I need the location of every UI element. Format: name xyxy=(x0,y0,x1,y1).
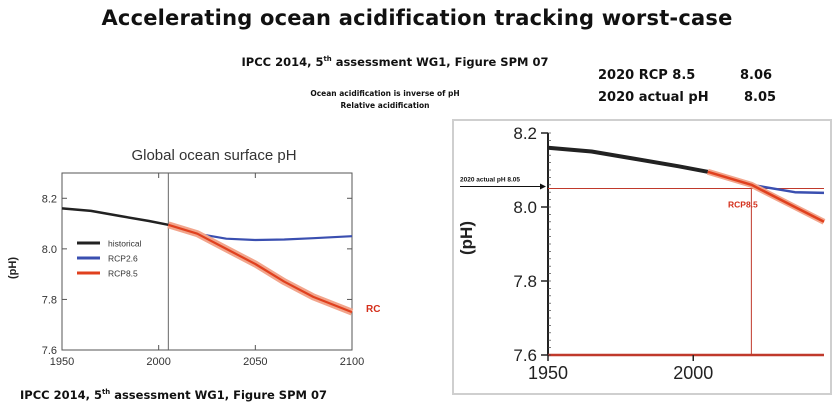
y-tick-label: 7.6 xyxy=(42,345,57,357)
x-tick-label: 2050 xyxy=(243,356,267,368)
right-plot-area: 7.6 7.8 8.0 8.2 1950 2000 2020 actual pH 8.05 R… xyxy=(460,124,826,383)
right-chart: (pH) 7.6 7.8 8.0 8.2 1950 2000 2020 actual pH … xyxy=(452,119,832,395)
series-line xyxy=(167,223,353,314)
summary-label: 2020 RCP 8.5 xyxy=(598,68,696,83)
x-tick-label: 2000 xyxy=(673,363,713,383)
marker-label: 2020 actual pH 8.05 xyxy=(460,177,520,184)
summary-row: 2020 actual pH 8.05 xyxy=(598,90,834,112)
source-caption-bottom: IPCC 2014, 5th assessment WG1, Figure SP… xyxy=(20,388,327,402)
left-chart: Global ocean surface pH (pH) 7.6 7.8 8.0 8.… xyxy=(0,128,380,383)
summary-row: 2020 RCP 8.5 8.06 xyxy=(598,68,834,90)
left-plot-area: 7.6 7.8 8.0 8.2 1950 2000 2050 2100 historical RC… xyxy=(42,172,380,368)
note-line-2: Relative acidification xyxy=(340,101,430,110)
rcp85-annotation: RCP8.5 xyxy=(728,200,758,210)
y-tick-label: 8.0 xyxy=(513,198,537,217)
summary-table: 2020 RCP 8.5 8.06 2020 actual pH 8.05 xyxy=(598,68,834,112)
x-tick-label: 2000 xyxy=(146,356,170,368)
x-tick-label: 1950 xyxy=(50,356,74,368)
y-tick-label: 8.0 xyxy=(42,244,57,256)
source-caption-top: IPCC 2014, 5th assessment WG1, Figure SP… xyxy=(241,55,549,69)
y-tick-label: 8.2 xyxy=(513,124,537,143)
y-tick-label: 8.2 xyxy=(42,193,57,205)
summary-label: 2020 actual pH xyxy=(598,90,709,105)
series-line xyxy=(61,207,169,227)
legend-entry: historical xyxy=(108,239,142,249)
x-tick-label: 1950 xyxy=(528,363,568,383)
summary-value: 8.05 xyxy=(744,90,777,105)
right-chart-ylabel: (pH) xyxy=(457,221,476,255)
note-line-1: Ocean acidification is inverse of pH xyxy=(310,89,460,98)
y-tick-label: 7.6 xyxy=(513,346,537,365)
left-chart-ylabel: (pH) xyxy=(7,257,19,279)
rcp85-annotation: RCP8.5 xyxy=(366,304,380,315)
left-chart-title: Global ocean surface pH xyxy=(131,147,296,164)
series-line xyxy=(547,145,709,174)
page-title: Accelerating ocean acidification trackin… xyxy=(101,6,733,30)
y-tick-label: 7.8 xyxy=(42,294,57,306)
y-tick-label: 7.8 xyxy=(513,272,537,291)
legend-entry: RCP2.6 xyxy=(108,254,138,264)
x-tick-label: 2100 xyxy=(340,356,364,368)
series-line xyxy=(707,170,825,223)
summary-value: 8.06 xyxy=(740,68,773,83)
left-plot-frame xyxy=(61,172,353,351)
arrow-head-icon xyxy=(540,183,546,190)
legend-entry: RCP8.5 xyxy=(108,269,138,279)
